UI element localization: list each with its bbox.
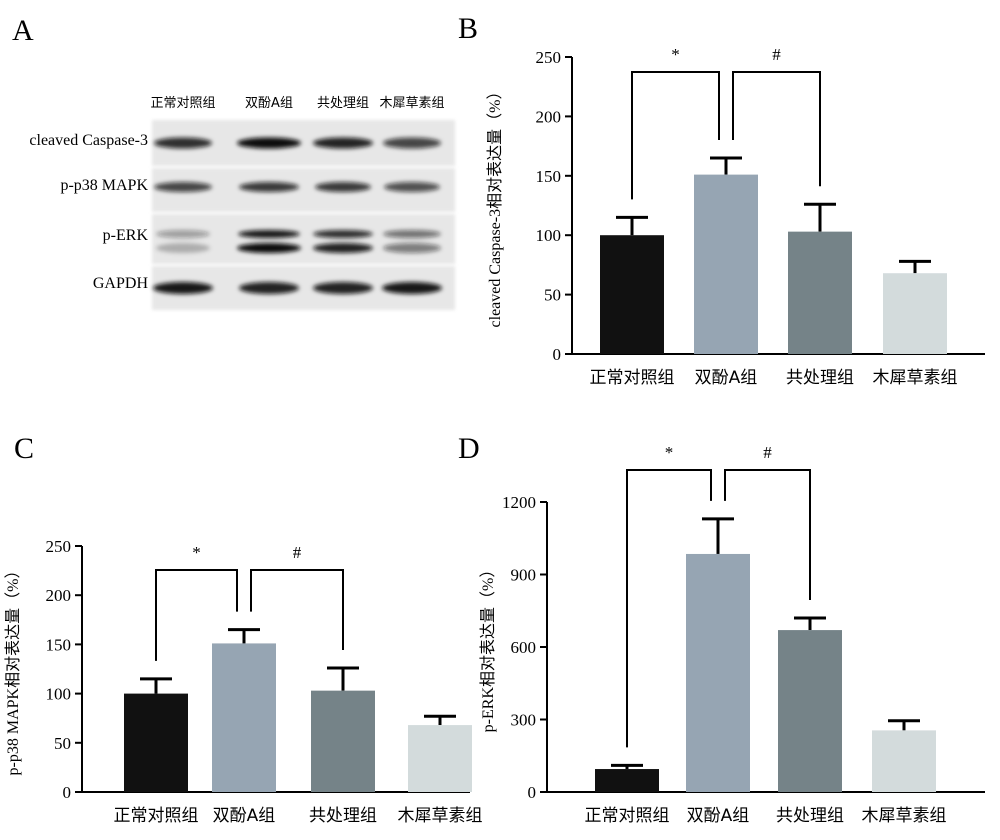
y-tick-label: 900 — [511, 566, 537, 585]
x-tick-label: 正常对照组 — [585, 806, 670, 826]
blot-band — [315, 182, 371, 192]
blot-lane-label: 共处理组 — [317, 96, 369, 111]
y-tick-label: 150 — [46, 635, 72, 654]
bar — [600, 235, 664, 354]
chart-c: 0 50 100 150 200 250 p-p38 MAPK相对表达量（%） 正常对照组 双酚… — [4, 537, 483, 826]
y-tick-label: 0 — [553, 345, 562, 364]
y-tick-label: 100 — [536, 226, 562, 245]
blot-band — [237, 137, 301, 149]
x-tick-label: 双酚A组 — [687, 806, 750, 826]
x-tick-label: 木犀草素组 — [398, 806, 483, 826]
blot-band — [156, 243, 210, 253]
panel-letter-b: B — [458, 12, 478, 45]
panel-letter-c: C — [14, 432, 34, 465]
blot-band — [153, 282, 213, 294]
bar — [124, 693, 188, 792]
blot-band — [154, 182, 212, 192]
x-tick-label: 木犀草素组 — [862, 806, 947, 826]
y-tick-label: 300 — [511, 711, 537, 730]
y-tick-label: 250 — [536, 48, 562, 67]
blot-lane-label: 正常对照组 — [150, 96, 215, 111]
bar — [311, 690, 375, 792]
blot-band — [238, 230, 300, 238]
bar — [872, 730, 936, 792]
x-tick-label: 共处理组 — [309, 806, 377, 826]
blot-band — [156, 230, 210, 238]
significance-bracket — [724, 469, 811, 600]
x-tick-label: 正常对照组 — [590, 368, 675, 388]
blot-band — [313, 243, 373, 253]
y-axis-label: cleaved Caspase-3相对表达量（%） — [486, 84, 504, 328]
x-tick-label: 双酚A组 — [213, 806, 276, 826]
bar — [788, 231, 852, 354]
significance-label: * — [671, 45, 680, 64]
bar — [686, 553, 750, 792]
bar — [778, 630, 842, 792]
panel-letter-d: D — [458, 432, 480, 465]
y-tick-label: 50 — [54, 734, 71, 753]
x-tick-label: 共处理组 — [776, 806, 844, 826]
blot-lane-label: 双酚A组 — [245, 96, 293, 111]
blot-band — [384, 182, 440, 192]
blot-lane-label: 木犀草素组 — [379, 96, 444, 111]
y-tick-label: 200 — [536, 107, 562, 126]
significance-label: # — [772, 45, 781, 64]
blot-band — [383, 230, 441, 238]
significance-label: # — [293, 543, 302, 562]
y-tick-label: 600 — [511, 638, 537, 657]
y-tick-label: 200 — [46, 586, 72, 605]
blot-band — [239, 282, 299, 294]
panel-letter-a: A — [12, 14, 34, 47]
blot-band — [239, 182, 299, 192]
chart-d: 0 300 600 900 1200 p-ERK相对表达量（%） 正常对照组 双酚A组 共处理组… — [479, 443, 985, 826]
significance-bracket — [155, 569, 238, 661]
blot-protein-label: cleaved Caspase-3 — [29, 132, 148, 149]
y-tick-label: 0 — [528, 783, 537, 802]
y-tick-label: 250 — [46, 537, 72, 556]
x-tick-label: 双酚A组 — [695, 368, 758, 388]
blot-band — [382, 282, 442, 294]
bar — [212, 643, 276, 792]
blot-band — [237, 243, 301, 253]
western-blot: 正常对照组 双酚A组 共处理组 木犀草素组 cleaved Caspase-3 p-p38… — [29, 96, 455, 310]
blot-band — [383, 137, 441, 149]
blot-band — [313, 282, 373, 294]
y-tick-label: 150 — [536, 167, 562, 186]
blot-protein-label: p-p38 MAPK — [60, 177, 148, 194]
y-axis-label: p-ERK相对表达量（%） — [479, 562, 497, 733]
blot-strip — [152, 214, 455, 264]
y-tick-label: 1200 — [502, 493, 536, 512]
x-tick-label: 共处理组 — [786, 368, 854, 388]
bar — [694, 174, 758, 354]
bar — [883, 273, 947, 354]
blot-band — [313, 137, 373, 149]
x-tick-label: 木犀草素组 — [873, 368, 958, 388]
significance-label: * — [665, 443, 674, 462]
x-tick-label: 正常对照组 — [114, 806, 199, 826]
y-axis-label: p-p38 MAPK相对表达量（%） — [4, 563, 22, 776]
bar — [595, 769, 659, 792]
significance-bracket — [732, 71, 821, 187]
significance-bracket — [250, 569, 344, 651]
significance-label: * — [192, 543, 201, 562]
blot-protein-label: GAPDH — [93, 275, 149, 292]
chart-b: 0 50 100 150 200 250 cleaved Caspase-3相对表达量（%）… — [486, 45, 985, 388]
blot-band — [313, 230, 373, 238]
blot-band — [383, 243, 441, 253]
blot-band — [154, 137, 212, 149]
significance-bracket — [626, 469, 712, 748]
bar — [408, 725, 472, 792]
significance-label: # — [763, 443, 772, 462]
y-tick-label: 50 — [544, 286, 561, 305]
blot-protein-label: p-ERK — [103, 227, 149, 244]
significance-bracket — [631, 71, 720, 200]
y-tick-label: 100 — [46, 685, 72, 704]
y-tick-label: 0 — [63, 783, 72, 802]
